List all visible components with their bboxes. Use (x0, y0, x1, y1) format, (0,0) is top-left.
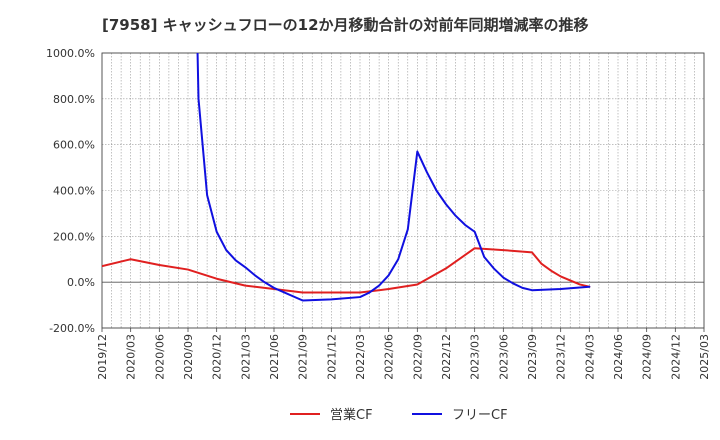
y-tick-label: 400.0% (53, 185, 95, 198)
x-tick-label: 2023/06 (497, 334, 510, 380)
x-tick-label: 2022/12 (440, 334, 453, 380)
axes-layer: 1000.0% 800.0% 600.0% 400.0% 200.0% 0.0% -200.… (46, 47, 711, 380)
x-tick-label: 2022/09 (411, 334, 424, 380)
series-line-2 (196, 53, 591, 302)
x-tick-label: 2021/12 (325, 334, 338, 380)
legend: 営業CF フリーCF (290, 407, 508, 423)
x-tick-label: 2021/03 (239, 334, 252, 380)
legend-label-1: 営業CF (330, 407, 373, 423)
x-tick-label: 2020/06 (153, 334, 166, 380)
x-tick-label: 2022/03 (354, 334, 367, 380)
x-tick-label: 2020/03 (125, 334, 138, 380)
x-tick-label: 2021/09 (297, 334, 310, 380)
x-tick-label: 2023/03 (469, 334, 482, 380)
y-tick-label: 200.0% (53, 230, 95, 243)
x-tick-label: 2020/12 (211, 334, 224, 380)
series-line-1 (102, 247, 591, 294)
x-tick-label: 2023/09 (526, 334, 539, 380)
x-tick-label: 2020/09 (182, 334, 195, 380)
x-tick-label: 2019/12 (96, 334, 109, 380)
x-tick-label: 2021/06 (268, 334, 281, 380)
plot-border (101, 52, 705, 329)
x-tick-label: 2023/12 (555, 334, 568, 380)
series-layer (102, 53, 591, 302)
y-tick-label: -200.0% (49, 322, 95, 335)
x-tick-label: 2024/12 (669, 334, 682, 380)
x-tick-label: 2024/09 (641, 334, 654, 380)
y-tick-label: 1000.0% (46, 47, 95, 60)
x-tick-label: 2025/03 (698, 334, 711, 380)
chart-title: [7958] キャッシュフローの12か月移動合計の対前年同期増減率の推移 (102, 16, 589, 34)
y-tick-label: 800.0% (53, 93, 95, 106)
legend-label-2: フリーCF (452, 408, 508, 423)
x-tick-label: 2024/06 (612, 334, 625, 380)
y-tick-label: 600.0% (53, 139, 95, 152)
x-tick-label: 2022/06 (383, 334, 396, 380)
y-tick-label: 0.0% (67, 276, 95, 289)
x-tick-label: 2024/03 (583, 334, 596, 380)
